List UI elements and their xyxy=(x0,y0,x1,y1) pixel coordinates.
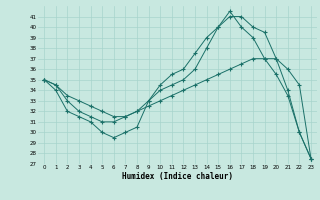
X-axis label: Humidex (Indice chaleur): Humidex (Indice chaleur) xyxy=(122,172,233,181)
